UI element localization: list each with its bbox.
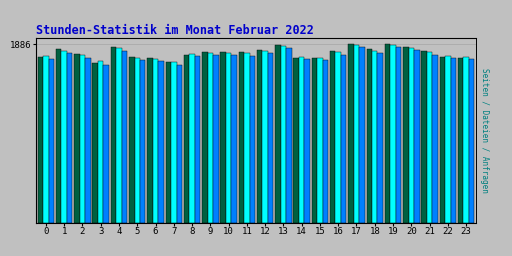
Bar	[67, 53, 72, 223]
Bar	[348, 45, 354, 223]
Bar	[165, 62, 171, 223]
Bar	[74, 54, 80, 223]
Bar	[257, 50, 262, 223]
Bar	[93, 62, 98, 223]
Text: Stunden-Statistik im Monat Februar 2022: Stunden-Statistik im Monat Februar 2022	[36, 24, 314, 37]
Bar	[458, 58, 463, 223]
Bar	[189, 54, 195, 223]
Bar	[111, 47, 116, 223]
Bar	[207, 52, 213, 223]
Bar	[359, 47, 365, 223]
Bar	[286, 48, 292, 223]
Bar	[140, 60, 145, 223]
Bar	[177, 65, 182, 223]
Bar	[409, 48, 414, 223]
Y-axis label: Seiten / Dateien / Anfragen: Seiten / Dateien / Anfragen	[480, 68, 489, 193]
Bar	[195, 56, 200, 223]
Bar	[367, 49, 372, 223]
Bar	[312, 58, 317, 223]
Bar	[171, 62, 177, 223]
Bar	[330, 51, 335, 223]
Bar	[231, 55, 237, 223]
Bar	[98, 61, 103, 223]
Bar	[335, 52, 341, 223]
Bar	[85, 58, 91, 223]
Bar	[184, 55, 189, 223]
Bar	[213, 55, 219, 223]
Bar	[158, 61, 164, 223]
Bar	[469, 59, 474, 223]
Bar	[262, 51, 268, 223]
Bar	[153, 59, 158, 223]
Bar	[56, 49, 61, 223]
Bar	[122, 51, 127, 223]
Bar	[463, 57, 469, 223]
Bar	[385, 45, 390, 223]
Bar	[293, 58, 299, 223]
Bar	[129, 57, 135, 223]
Bar	[116, 48, 122, 223]
Bar	[403, 47, 409, 223]
Bar	[445, 56, 451, 223]
Bar	[61, 51, 67, 223]
Bar	[281, 46, 286, 223]
Bar	[43, 56, 49, 223]
Bar	[396, 47, 401, 223]
Bar	[244, 53, 250, 223]
Bar	[372, 51, 377, 223]
Bar	[239, 52, 244, 223]
Bar	[299, 57, 305, 223]
Bar	[226, 52, 231, 223]
Bar	[432, 55, 438, 223]
Bar	[250, 56, 255, 223]
Bar	[103, 65, 109, 223]
Bar	[275, 46, 281, 223]
Bar	[377, 53, 383, 223]
Bar	[427, 52, 432, 223]
Bar	[38, 57, 43, 223]
Bar	[80, 55, 85, 223]
Bar	[390, 45, 396, 223]
Bar	[202, 52, 207, 223]
Bar	[268, 53, 273, 223]
Bar	[220, 52, 226, 223]
Bar	[354, 45, 359, 223]
Bar	[305, 59, 310, 223]
Bar	[421, 51, 427, 223]
Bar	[135, 58, 140, 223]
Bar	[317, 58, 323, 223]
Bar	[451, 58, 456, 223]
Bar	[341, 55, 347, 223]
Bar	[49, 59, 54, 223]
Bar	[414, 50, 419, 223]
Bar	[440, 57, 445, 223]
Bar	[323, 60, 328, 223]
Bar	[147, 58, 153, 223]
